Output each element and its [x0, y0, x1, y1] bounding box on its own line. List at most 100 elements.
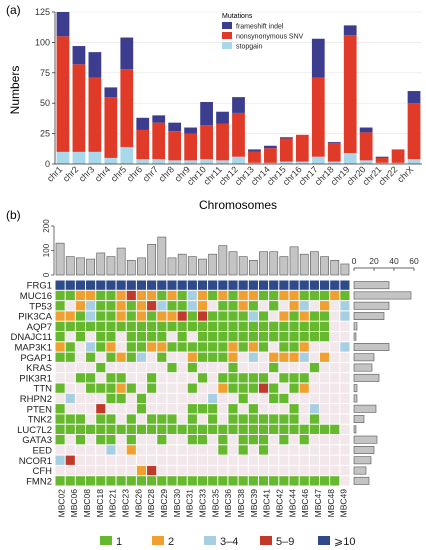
heatmap-cell	[106, 280, 116, 290]
heatmap-cell	[126, 301, 136, 311]
bar-chr13-stopgain	[248, 162, 261, 164]
heatmap-cell	[75, 465, 86, 476]
heatmap-cell	[65, 280, 75, 290]
heatmap-cell	[126, 373, 136, 383]
heatmap-cell	[197, 321, 208, 331]
heatmap-cell	[218, 445, 228, 455]
panel-a-x-tick-label: chr4	[93, 164, 112, 183]
heatmap-cell	[269, 342, 279, 352]
heatmap-cell	[208, 311, 218, 321]
heatmap-cell	[96, 455, 106, 465]
side-bar	[353, 322, 358, 331]
heatmap-cell	[340, 332, 350, 342]
heatmap-cell	[279, 332, 289, 342]
heatmap-cell	[330, 383, 340, 393]
heatmap-cell	[269, 455, 279, 465]
side-bar	[353, 281, 390, 290]
heatmap-cell	[309, 404, 319, 414]
heatmap-cell	[167, 311, 177, 321]
sample-label: MBC21	[108, 489, 118, 518]
heatmap-cell	[238, 362, 248, 373]
panel-a-y-tick-label: 125	[35, 7, 50, 17]
heatmap-cell	[157, 301, 167, 311]
heatmap-cell	[106, 424, 116, 434]
heatmap-cell	[75, 342, 86, 352]
heatmap-cell	[208, 352, 218, 362]
gene-label: CFH	[32, 466, 52, 477]
heatmap-cell	[197, 342, 208, 352]
heatmap-cell	[157, 311, 167, 321]
heatmap-cell	[167, 290, 177, 301]
heatmap-cell	[187, 332, 197, 342]
heatmap-cell	[208, 445, 218, 455]
side-bar	[353, 291, 412, 300]
heatmap-cell	[187, 280, 197, 290]
heatmap-cell	[309, 383, 319, 393]
heatmap-cell	[228, 342, 238, 352]
heatmap-cell	[269, 445, 279, 455]
heatmap-cell	[330, 290, 340, 301]
heatmap-cell	[116, 342, 126, 352]
heatmap-cell	[136, 383, 147, 393]
heatmap-cell	[330, 301, 340, 311]
gene-label: FMN2	[26, 476, 52, 487]
heatmap-cell	[167, 332, 177, 342]
bar-chr6-stopgain	[136, 159, 150, 164]
heatmap-cell	[147, 393, 157, 404]
heatmap-cell	[340, 290, 350, 301]
heatmap-cell	[86, 373, 96, 383]
heatmap-cell	[279, 290, 289, 301]
heatmap-legend-label: 1	[116, 536, 122, 548]
heatmap-cell	[177, 362, 187, 373]
heatmap-cell	[187, 373, 197, 383]
heatmap-cell	[330, 414, 340, 424]
heatmap-cell	[147, 373, 157, 383]
bar-chr20-nonsyn	[359, 132, 373, 161]
panel-a-x-tick-label: chr8	[157, 164, 176, 183]
side-bar	[353, 353, 375, 362]
heatmap-legend-label: 3–4	[220, 536, 238, 548]
heatmap-cell	[330, 342, 340, 352]
heatmap-cell	[167, 404, 177, 414]
heatmap-cell	[177, 342, 187, 352]
heatmap-cell	[157, 383, 167, 393]
heatmap-cell	[218, 383, 228, 393]
bar-chr21-nonsyn	[375, 157, 389, 163]
heatmap-cell	[208, 290, 218, 301]
heatmap-cell	[187, 424, 197, 434]
heatmap-cell	[309, 445, 319, 455]
heatmap-cell	[228, 435, 238, 445]
side-x-tick-label: 60	[409, 256, 419, 266]
heatmap-cell	[197, 393, 208, 404]
heatmap-cell	[218, 301, 228, 311]
heatmap-cell	[177, 290, 187, 301]
panel-b-heatmap	[55, 280, 350, 486]
panel-a-y-tick-label: 25	[40, 129, 50, 139]
panel-a-x-tick-label: chr3	[77, 164, 96, 183]
heatmap-cell	[167, 435, 177, 445]
bar-chr2-nonsyn	[72, 64, 86, 152]
top-bar	[330, 259, 340, 276]
legend-label-frameshift: frameshift indel	[236, 24, 284, 31]
side-x-tick-label: 20	[369, 256, 379, 266]
heatmap-cell	[248, 321, 258, 331]
heatmap-cell	[228, 465, 238, 476]
heatmap-cell	[289, 455, 299, 465]
heatmap-cell	[258, 435, 269, 445]
heatmap-cell	[187, 465, 197, 476]
bar-chr17-frameshift	[311, 38, 325, 78]
heatmap-cell	[228, 424, 238, 434]
bar-chr19-stopgain	[343, 153, 357, 164]
heatmap-cell	[309, 465, 319, 476]
heatmap-cell	[340, 414, 350, 424]
heatmap-cell	[157, 373, 167, 383]
heatmap-cell	[157, 424, 167, 434]
heatmap-cell	[279, 342, 289, 352]
heatmap-cell	[218, 414, 228, 424]
heatmap-cell	[228, 373, 238, 383]
heatmap-cell	[340, 424, 350, 434]
heatmap-cell	[167, 373, 177, 383]
heatmap-cell	[177, 465, 187, 476]
heatmap-cell	[167, 342, 177, 352]
heatmap-cell	[279, 321, 289, 331]
